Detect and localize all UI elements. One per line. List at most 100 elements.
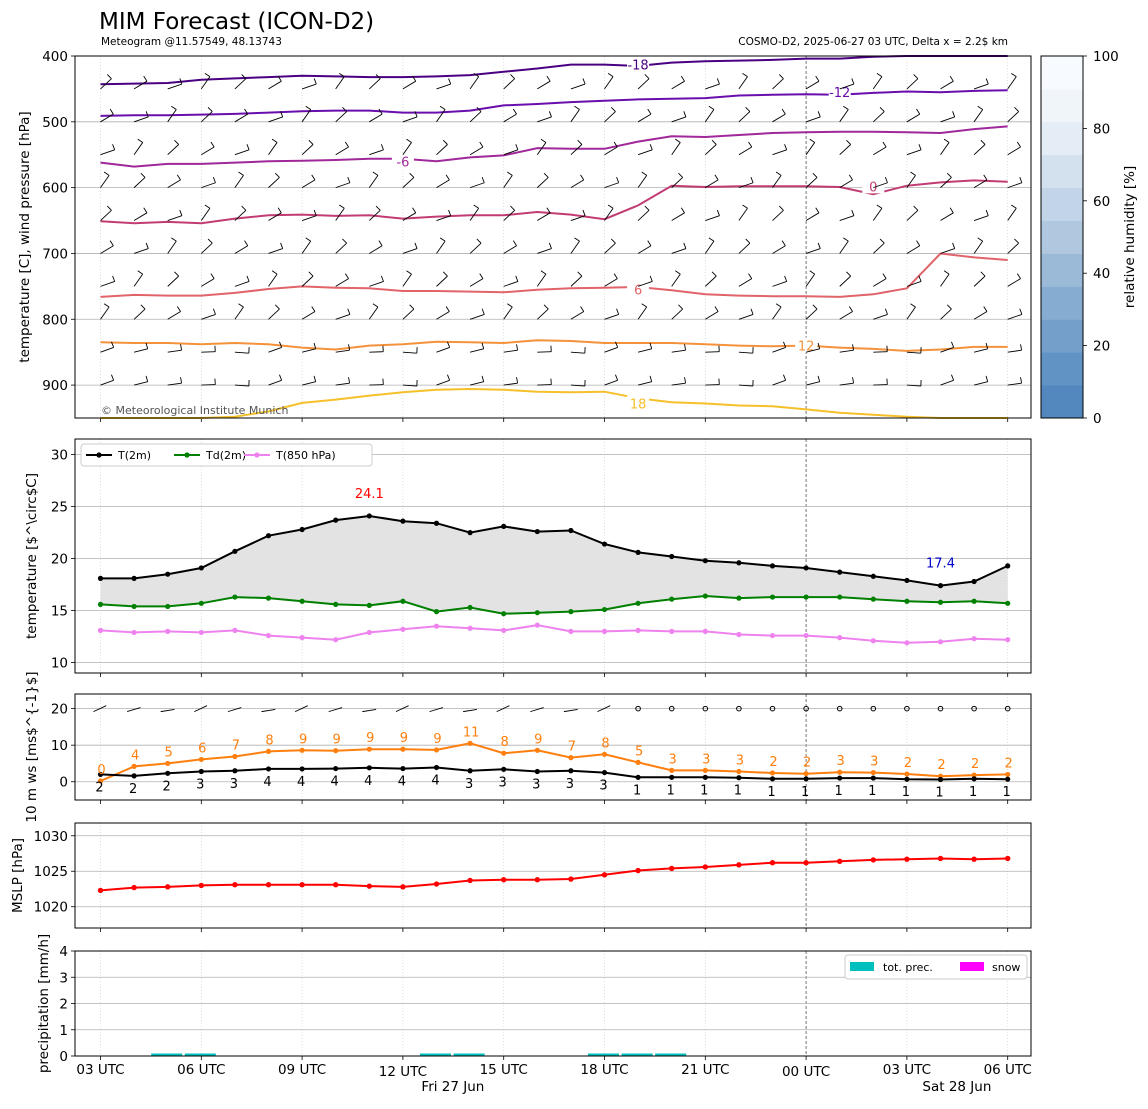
wind-barb (269, 249, 283, 254)
speed-value-label: 4 (398, 775, 406, 790)
wind-barb (605, 208, 614, 220)
wind-barb (773, 114, 786, 122)
speed-value-label: 3 (230, 777, 238, 792)
wind-barb-flag (877, 73, 882, 76)
speed-value-label: 3 (599, 779, 607, 794)
wind-barb-flag (578, 272, 582, 276)
model-subtitle: COSMO-D2, 2025-06-27 03 UTC, Delta x = 2… (738, 36, 1008, 48)
series-point (367, 765, 372, 770)
wind-barb (403, 117, 417, 122)
wind-barb-flag (846, 140, 850, 144)
speed-value-label: 4 (364, 774, 372, 789)
wind-barb-flag (141, 305, 145, 309)
speed-value-label: 3 (465, 777, 473, 792)
series-point (199, 601, 204, 606)
wind-barb (571, 352, 585, 353)
wind-barb (329, 708, 342, 712)
series-point (837, 570, 842, 575)
wind-barb (302, 312, 315, 320)
colorbar-band (1041, 319, 1083, 352)
series-point (199, 769, 204, 774)
gust-value-label: 2 (803, 756, 811, 771)
series-point (434, 765, 439, 770)
wind-barb-flag (517, 377, 518, 383)
wind-barb (168, 312, 181, 320)
series-point (468, 626, 473, 631)
wind-barb-flag (517, 344, 518, 350)
x-tick-label: 06 UTC (984, 1062, 1032, 1078)
wind-barb (430, 708, 443, 712)
wind-barb-flag (306, 106, 311, 109)
wind-barb-flag (709, 106, 714, 109)
colorbar-band (1041, 155, 1083, 188)
series-point (367, 513, 372, 518)
wind-barb (907, 307, 916, 319)
wind-barb-flag (648, 109, 651, 114)
wind-barb-flag (238, 304, 243, 307)
speed-value-label: 1 (700, 783, 708, 798)
series-point (568, 876, 573, 881)
legend-label: T(850 hPa) (275, 449, 336, 462)
series-point (535, 877, 540, 882)
series-point (904, 599, 909, 604)
wind-barb (269, 81, 282, 89)
series-point (400, 884, 405, 889)
wind-barb (705, 84, 719, 89)
wind-barb (840, 350, 854, 352)
wind-barb (873, 208, 882, 220)
wind-barb-flag (107, 206, 111, 210)
series-point (98, 576, 103, 581)
series-point (367, 630, 372, 635)
wind-barb (336, 77, 345, 89)
wind-barb-flag (611, 107, 615, 111)
y-tick-label: 20 (51, 552, 68, 568)
series-point (602, 770, 607, 775)
wind-barb-flag (681, 76, 684, 81)
wind-barb-flag (507, 172, 512, 175)
wind-barb-flag (813, 305, 817, 309)
wind-barb-flag (810, 271, 815, 274)
wind-barb (336, 112, 347, 122)
y-axis-label: precipitation [mm/h] (36, 934, 52, 1073)
series-point (568, 609, 573, 614)
wind-barb-flag (684, 243, 686, 249)
y-tick-label: 800 (42, 312, 68, 328)
wind-barb-flag (751, 177, 753, 183)
wind-barb (1008, 147, 1021, 155)
series-point (535, 769, 540, 774)
wind-barb (974, 276, 985, 286)
wind-barb (571, 276, 582, 286)
y-tick-label: 20 (51, 702, 68, 718)
wind-barb (504, 281, 518, 286)
wind-barb-flag (174, 272, 178, 276)
wind-barb (638, 307, 647, 319)
wind-barb (504, 350, 518, 352)
wind-barb-flag (712, 140, 716, 144)
wind-barb-flag (513, 109, 516, 114)
wind-barb (773, 281, 787, 286)
series-point (602, 541, 607, 546)
y-tick-label: 1025 (34, 864, 68, 880)
wind-barb (168, 180, 181, 188)
wind-barb-flag (583, 78, 585, 84)
wind-barb-flag (981, 272, 985, 276)
y-tick-label: 700 (42, 246, 68, 262)
wind-barb (201, 183, 215, 188)
series-point (266, 882, 271, 887)
wind-barb (101, 281, 115, 286)
wind-barb-flag (880, 239, 884, 243)
series-point (568, 528, 573, 533)
wind-barb (873, 243, 884, 253)
wind-barb (504, 114, 517, 122)
series-point (770, 860, 775, 865)
speed-value-label: 1 (734, 784, 742, 799)
wind-barb (739, 77, 748, 89)
wind-barb-flag (205, 205, 210, 208)
wind-barb (638, 246, 651, 254)
wind-barb-flag (614, 274, 617, 279)
series-point (400, 766, 405, 771)
wind-barb-flag (339, 205, 344, 208)
wind-barb (302, 180, 315, 188)
y-tick-label: 4 (59, 944, 68, 960)
series-point (434, 609, 439, 614)
